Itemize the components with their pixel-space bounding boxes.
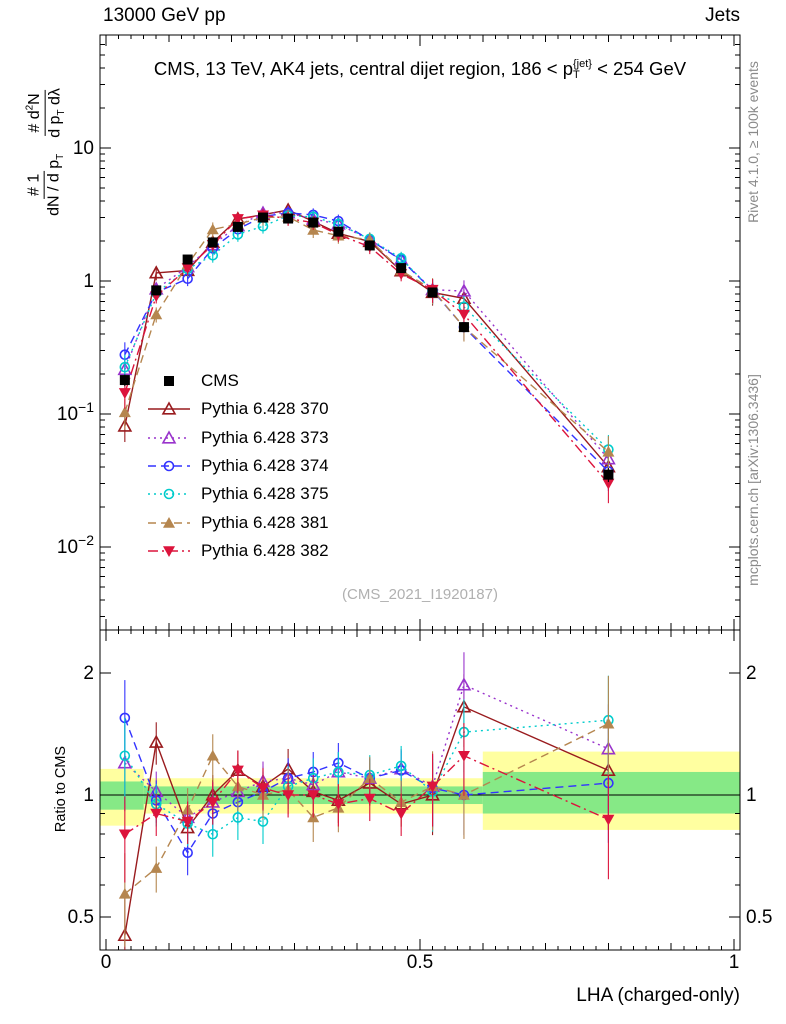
svg-text:0.5: 0.5 [68, 907, 94, 928]
x-tick-0.5: 0.5 [406, 952, 434, 973]
svg-text:2: 2 [83, 663, 94, 684]
svg-text:0.5: 0.5 [746, 907, 772, 928]
ylabel-fraction-1: # 1 dN / d pT [24, 153, 67, 216]
pythia-373-marker-icon [146, 429, 192, 447]
pythia-375-marker-icon [146, 485, 192, 503]
pythia-381-marker-icon [146, 514, 192, 532]
mcplots-arxiv-note: mcplots.cern.ch [arXiv:1306.3436] [745, 374, 761, 586]
legend-item-pythia-370: Pythia 6.428 370 [146, 395, 329, 423]
pythia-382-marker-icon [146, 542, 192, 560]
legend-item-pythia-381: Pythia 6.428 381 [146, 508, 329, 536]
process-label: Jets [705, 5, 740, 26]
legend-item-pythia-382: Pythia 6.428 382 [146, 537, 329, 565]
pythia-374-marker-icon [146, 457, 192, 475]
beam-energy-label: 13000 GeV pp [103, 5, 226, 26]
legend-item-pythia-374: Pythia 6.428 374 [146, 452, 329, 480]
svg-text:10−2: 10−2 [57, 532, 94, 558]
ylabel-frac1-numerator: # 1 [24, 170, 45, 199]
svg-text:1: 1 [746, 785, 757, 806]
svg-text:1: 1 [83, 785, 94, 806]
legend-item-pythia-375: Pythia 6.428 375 [146, 480, 329, 508]
ylabel-frac2-numerator: # d2N [24, 90, 46, 136]
ylabel-frac2-denominator: d pT dλ [46, 88, 67, 138]
legend-item-cms: CMS [146, 367, 329, 395]
x-axis-label: LHA (charged-only) [576, 985, 740, 1006]
svg-text:1: 1 [83, 271, 94, 292]
plot-title: CMS, 13 TeV, AK4 jets, central dijet reg… [153, 57, 687, 82]
svg-text:10−1: 10−1 [57, 399, 94, 425]
legend-item-pythia-373: Pythia 6.428 373 [146, 424, 329, 452]
svg-text:10: 10 [73, 138, 94, 159]
analysis-id-watermark: (CMS_2021_I1920187) [342, 586, 498, 603]
ylabel-frac1-denominator: dN / d pT [45, 153, 67, 216]
y-axis-label-main: # 1 dN / d pT # d2N d pT dλ [24, 88, 68, 216]
svg-text:2: 2 [746, 663, 757, 684]
x-tick-0: 0 [100, 952, 112, 973]
legend: CMS Pythia 6.428 370 Pythia 6.428 373 Py… [146, 367, 329, 565]
pythia-370-marker-icon [146, 400, 192, 418]
rivet-version-note: Rivet 4.1.0, ≥ 100k events [745, 61, 761, 223]
x-tick-1: 1 [728, 952, 740, 973]
ratio-axis-label: Ratio to CMS [53, 745, 69, 833]
ylabel-fraction-2: # d2N d pT dλ [24, 88, 68, 138]
cms-marker-icon [146, 372, 192, 390]
